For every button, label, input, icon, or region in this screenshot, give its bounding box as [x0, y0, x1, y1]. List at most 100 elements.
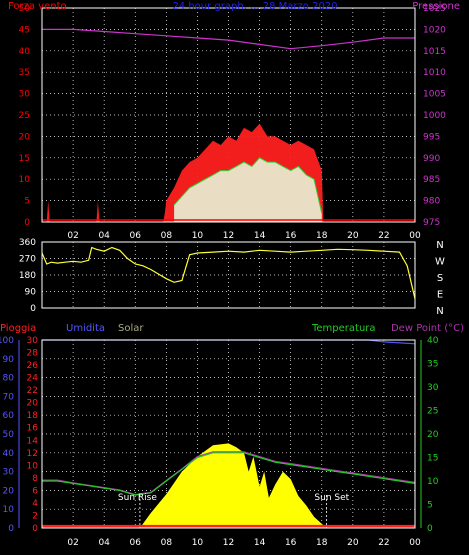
x-tick-label: 12 — [223, 538, 234, 548]
temperature-line — [42, 452, 416, 496]
x-tick-label: 08 — [161, 538, 173, 548]
wind-axis-tick: 45 — [19, 25, 30, 35]
pressure-axis-tick: 1015 — [423, 47, 446, 57]
rain-axis-tick: 18 — [27, 411, 39, 421]
wind-axis-tick: 20 — [19, 132, 31, 142]
wind-axis-tick: 10 — [19, 175, 31, 185]
compass-label: N — [436, 306, 443, 317]
humidity-axis-tick: 50 — [3, 430, 15, 440]
x-tick-label: 10 — [192, 538, 204, 548]
x-tick-label: 14 — [254, 538, 266, 548]
x-tick-label: 00 — [409, 231, 421, 241]
x-tick-label: 16 — [285, 538, 297, 548]
humidity-axis-tick: 90 — [3, 355, 15, 365]
humidity-axis-tick: 40 — [3, 449, 15, 459]
x-tick-label: 04 — [98, 538, 110, 548]
rain-axis-tick: 14 — [27, 436, 39, 446]
dir-axis-tick: 360 — [19, 238, 36, 248]
sunrise-label: Sun Rise — [118, 493, 157, 503]
wind-average-area — [174, 157, 322, 222]
x-tick-label: 14 — [254, 231, 266, 241]
pressure-axis-tick: 975 — [423, 218, 440, 228]
rain-axis-tick: 16 — [27, 424, 39, 434]
dir-axis-tick: 180 — [19, 271, 36, 281]
wind-axis-tick: 35 — [19, 68, 30, 78]
rain-axis-tick: 30 — [27, 336, 39, 346]
dewpoint-axis-tick: 10 — [427, 477, 439, 487]
humidity-axis-tick: 20 — [3, 486, 15, 496]
humidity-axis-tick: 70 — [3, 392, 15, 402]
rain-axis-tick: 6 — [32, 486, 38, 496]
dewpoint-axis-tick: 40 — [427, 336, 439, 346]
dewpoint-title: Dew Point (°C) — [391, 323, 464, 334]
dewpoint-axis-tick: 0 — [427, 524, 433, 534]
wind-axis-tick: 15 — [19, 154, 30, 164]
rain-axis-tick: 28 — [27, 349, 39, 359]
rain-title: Pioggia — [0, 323, 36, 334]
humidity-line — [42, 339, 416, 345]
pressure-axis-tick: 1010 — [423, 68, 446, 78]
humidity-axis-tick: 100 — [0, 336, 14, 346]
rain-axis-tick: 4 — [32, 499, 38, 509]
x-tick-label: 20 — [347, 538, 359, 548]
dir-axis-tick: 270 — [19, 255, 36, 265]
rain-axis-tick: 10 — [27, 461, 39, 471]
wind-axis-tick: 25 — [19, 111, 30, 121]
compass-label: E — [437, 290, 443, 301]
wind-axis-tick: 50 — [19, 4, 31, 14]
humidity-axis-tick: 80 — [3, 374, 15, 384]
x-tick-label: 02 — [67, 538, 78, 548]
dir-axis-tick: 0 — [30, 304, 36, 314]
rain-axis-tick: 24 — [27, 374, 39, 384]
pressure-axis-tick: 1005 — [423, 90, 446, 100]
pressure-axis-tick: 995 — [423, 132, 440, 142]
dewpoint-axis-tick: 25 — [427, 407, 438, 417]
x-tick-label: 18 — [316, 231, 328, 241]
humidity-axis-tick: 10 — [3, 505, 15, 515]
x-tick-label: 06 — [130, 231, 142, 241]
humidity-axis-tick: 0 — [8, 524, 14, 534]
rain-axis-tick: 0 — [32, 524, 38, 534]
pressure-axis-tick: 1000 — [423, 111, 446, 121]
dewpoint-axis-tick: 5 — [427, 501, 433, 511]
pressure-axis-tick: 1020 — [423, 25, 446, 35]
x-tick-label: 20 — [347, 231, 359, 241]
wind-axis-tick: 5 — [24, 197, 30, 207]
dewpoint-axis-tick: 20 — [427, 430, 439, 440]
x-tick-label: 18 — [316, 538, 328, 548]
dewpoint-axis-tick: 30 — [427, 383, 439, 393]
rain-axis-tick: 12 — [27, 449, 38, 459]
compass-label: S — [437, 273, 443, 284]
wind-title: Forza vento — [8, 1, 67, 12]
temperature-title: Temperatura — [311, 323, 376, 334]
humidity-title: Umidita — [66, 323, 105, 334]
rain-axis-tick: 2 — [32, 511, 38, 521]
x-tick-label: 08 — [161, 231, 173, 241]
wind-axis-tick: 0 — [24, 218, 30, 228]
pressure-line — [42, 28, 415, 50]
solar-area — [139, 443, 327, 528]
temperature-panel-frame — [41, 339, 416, 529]
pressure-axis-tick: 980 — [423, 197, 440, 207]
x-tick-label: 04 — [98, 231, 110, 241]
pressure-axis-tick: 985 — [423, 175, 440, 185]
x-tick-label: 12 — [223, 231, 234, 241]
x-tick-label: 00 — [409, 538, 421, 548]
graph-title: 24 hour graph. ... 28 Marzo 2020 — [172, 1, 337, 12]
wind-direction-line — [41, 246, 416, 299]
rain-axis-tick: 20 — [27, 399, 39, 409]
compass-label: W — [435, 257, 445, 268]
x-tick-label: 16 — [285, 231, 297, 241]
solar-title: Solar — [118, 323, 144, 334]
pressure-axis-tick: 1025 — [423, 4, 446, 14]
dewpoint-axis-tick: 35 — [427, 360, 438, 370]
dir-axis-tick: 90 — [25, 288, 37, 298]
rain-axis-tick: 22 — [27, 386, 38, 396]
x-tick-label: 02 — [67, 231, 78, 241]
direction-panel-frame — [41, 241, 416, 309]
wind-axis-tick: 30 — [19, 90, 31, 100]
pressure-title: Pressione — [412, 1, 460, 12]
x-tick-label: 22 — [378, 538, 389, 548]
x-tick-label: 10 — [192, 231, 204, 241]
